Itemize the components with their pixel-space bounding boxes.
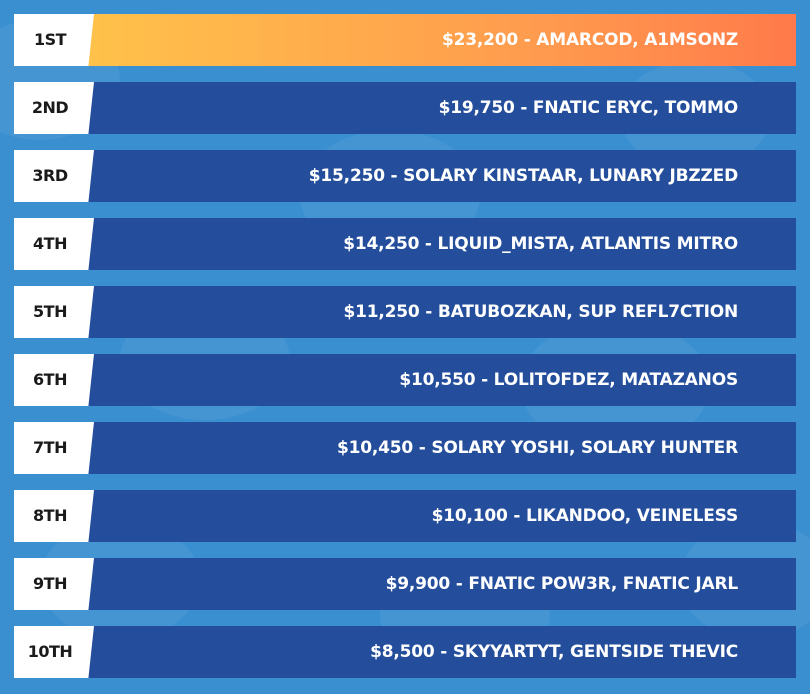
rank-label: 10TH [27, 642, 73, 661]
rank-label: 6TH [33, 370, 67, 389]
prize-and-players-label: $15,250 - SOLARY KINSTAAR, LUNARY JBZZED [308, 166, 738, 186]
rank-label: 4TH [33, 234, 67, 253]
prize-and-players-label: $10,100 - LIKANDOO, VEINELESS [431, 506, 739, 526]
rank-label: 9TH [33, 574, 67, 593]
rank-badge: 5TH [14, 286, 94, 338]
prize-bar: $10,100 - LIKANDOO, VEINELESS [84, 490, 796, 542]
leaderboard-row: 7TH $10,450 - SOLARY YOSHI, SOLARY HUNTER [14, 422, 796, 474]
prize-and-players-label: $10,550 - LOLITOFDEZ, MATAZANOS [399, 370, 738, 390]
leaderboard-row: 8TH $10,100 - LIKANDOO, VEINELESS [14, 490, 796, 542]
rank-label: 8TH [33, 506, 67, 525]
prize-and-players-label: $23,200 - AMARCOD, A1MSONZ [441, 30, 738, 50]
prize-and-players-label: $10,450 - SOLARY YOSHI, SOLARY HUNTER [337, 438, 738, 458]
leaderboard-row: 6TH $10,550 - LOLITOFDEZ, MATAZANOS [14, 354, 796, 406]
rank-label: 2ND [31, 98, 69, 117]
rank-badge: 4TH [14, 218, 94, 270]
leaderboard-row: 9TH $9,900 - FNATIC POW3R, FNATIC JARL [14, 558, 796, 610]
rank-badge: 3RD [14, 150, 94, 202]
rank-badge: 10TH [14, 626, 94, 678]
prize-bar: $10,450 - SOLARY YOSHI, SOLARY HUNTER [84, 422, 796, 474]
rank-badge: 7TH [14, 422, 94, 474]
prize-and-players-label: $9,900 - FNATIC POW3R, FNATIC JARL [385, 574, 739, 594]
prize-bar: $11,250 - BATUBOZKAN, SUP REFL7CTION [84, 286, 796, 338]
rank-badge: 1ST [14, 14, 94, 66]
prize-and-players-label: $8,500 - SKYYARTYT, GENTSIDE THEVIC [370, 642, 738, 662]
leaderboard-row: 5TH $11,250 - BATUBOZKAN, SUP REFL7CTION [14, 286, 796, 338]
rank-label: 7TH [33, 438, 67, 457]
prize-bar: $8,500 - SKYYARTYT, GENTSIDE THEVIC [84, 626, 796, 678]
leaderboard-row: 10TH $8,500 - SKYYARTYT, GENTSIDE THEVIC [14, 626, 796, 678]
rank-badge: 9TH [14, 558, 94, 610]
rank-label: 5TH [33, 302, 67, 321]
rank-badge: 2ND [14, 82, 94, 134]
prize-bar: $10,550 - LOLITOFDEZ, MATAZANOS [84, 354, 796, 406]
leaderboard-row: 4TH $14,250 - LIQUID_MISTA, ATLANTIS MITR… [14, 218, 796, 270]
prize-and-players-label: $11,250 - BATUBOZKAN, SUP REFL7CTION [343, 302, 739, 322]
leaderboard-row: 2ND $19,750 - FNATIC ERYC, TOMMO [14, 82, 796, 134]
prize-and-players-label: $19,750 - FNATIC ERYC, TOMMO [438, 98, 739, 118]
winner-bar: $23,200 - AMARCOD, A1MSONZ [84, 14, 796, 66]
leaderboard-row: 3RD $15,250 - SOLARY KINSTAAR, LUNARY JBZ… [14, 150, 796, 202]
rank-badge: 6TH [14, 354, 94, 406]
prize-bar: $14,250 - LIQUID_MISTA, ATLANTIS MITRO [84, 218, 796, 270]
prize-bar: $19,750 - FNATIC ERYC, TOMMO [84, 82, 796, 134]
prize-bar: $9,900 - FNATIC POW3R, FNATIC JARL [84, 558, 796, 610]
rank-badge: 8TH [14, 490, 94, 542]
rank-label: 3RD [32, 166, 68, 185]
prize-bar: $15,250 - SOLARY KINSTAAR, LUNARY JBZZED [84, 150, 796, 202]
prize-and-players-label: $14,250 - LIQUID_MISTA, ATLANTIS MITRO [343, 234, 738, 254]
leaderboard-row: 1ST $23,200 - AMARCOD, A1MSONZ [14, 14, 796, 66]
rank-label: 1ST [33, 30, 67, 49]
